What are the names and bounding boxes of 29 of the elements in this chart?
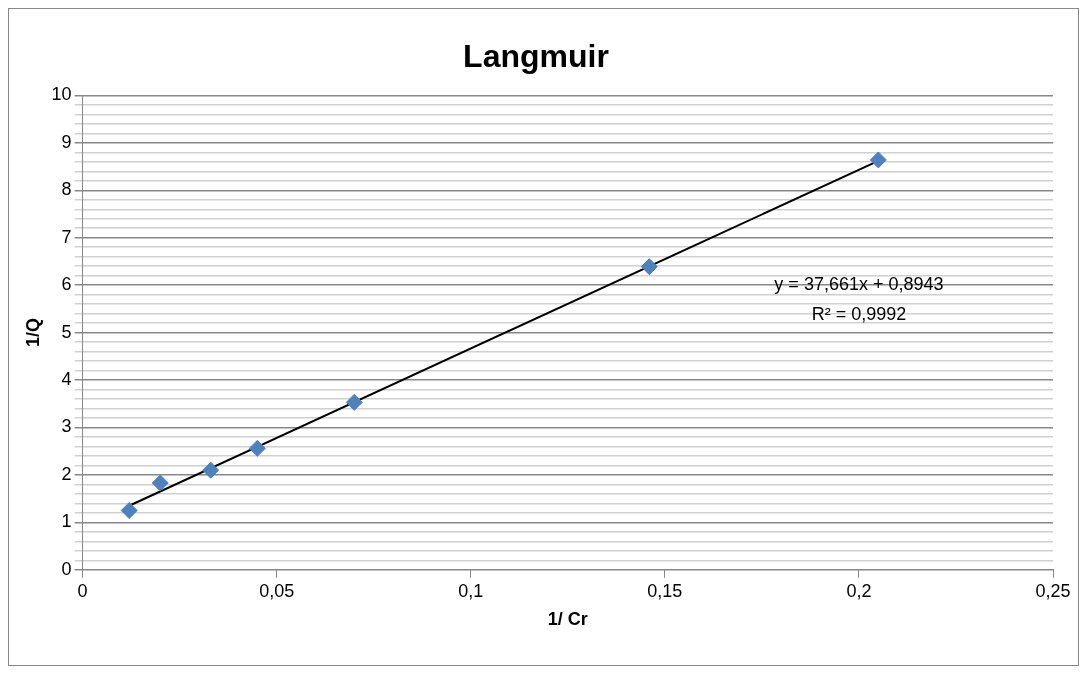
x-tick-label: 0,15	[647, 580, 683, 601]
y-axis-title: 1/Q	[22, 318, 43, 348]
x-tick-label: 0,25	[1035, 580, 1071, 601]
y-tick-label: 7	[61, 226, 72, 247]
point	[345, 393, 363, 411]
y-tick-label: 6	[61, 274, 72, 295]
point	[151, 474, 169, 492]
annotation: R² = 0,9992	[811, 304, 907, 325]
y-tick-label: 3	[61, 416, 72, 437]
point	[869, 151, 887, 169]
x-tick-label: 0,05	[259, 580, 295, 601]
point	[120, 502, 138, 519]
y-tick-label: 9	[61, 131, 72, 152]
x-axis-title: 1/ Cr	[547, 609, 588, 630]
x-tick-label: 0,1	[458, 580, 484, 601]
y-tick-label: 8	[61, 179, 72, 200]
chart-title: Langmuir	[463, 38, 609, 75]
y-tick-label: 1	[61, 511, 72, 532]
y-tick-label: 5	[61, 321, 72, 342]
point	[640, 258, 658, 276]
y-tick-label: 2	[61, 463, 72, 484]
annotation: y = 37,661x + 0,8943	[774, 274, 944, 295]
y-tick-label: 4	[61, 369, 72, 390]
y-tick-label: 10	[51, 84, 72, 105]
x-tick-label: 0,2	[846, 580, 872, 601]
x-tick-label: 0	[77, 580, 88, 601]
point	[248, 439, 266, 457]
point	[202, 461, 220, 479]
y-tick-label: 0	[61, 558, 72, 579]
